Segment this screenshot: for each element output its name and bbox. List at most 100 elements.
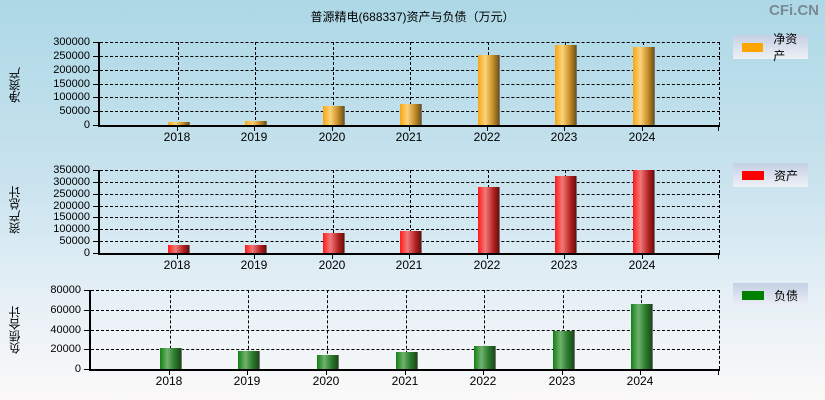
y-tick-mark [93, 253, 98, 254]
legend-liabilities[interactable]: 负债 [733, 283, 808, 307]
x-tick-mark [254, 126, 255, 131]
legend-swatch-icon [742, 290, 764, 300]
bar-2020[interactable] [323, 233, 344, 253]
x-tick-mark [254, 254, 255, 259]
y-tick-label: 150000 [53, 211, 90, 223]
bar-2023[interactable] [555, 45, 576, 125]
bar-2022[interactable] [478, 187, 499, 253]
x-tick-label: 2019 [240, 130, 268, 144]
x-tick-label: 2021 [391, 374, 419, 388]
bar-2024[interactable] [633, 170, 654, 253]
y-tick-mark [84, 349, 89, 350]
legend-assets[interactable]: 资产 [733, 163, 808, 187]
x-tick-mark [326, 370, 327, 375]
y-tick-label: 100000 [53, 223, 90, 235]
x-tick-mark [247, 370, 248, 375]
x-tick-label: 2018 [155, 374, 183, 388]
y-tick-label: 200000 [53, 200, 90, 212]
bar-2019[interactable] [245, 121, 266, 125]
y-tick-label: 200000 [53, 64, 90, 76]
x-tick-label: 2020 [312, 374, 340, 388]
x-tick-label: 2024 [628, 258, 656, 272]
plot-frame-right [719, 170, 720, 253]
x-tick-label: 2020 [318, 258, 346, 272]
y-tick-mark [84, 369, 89, 370]
bar-2023[interactable] [555, 176, 576, 253]
y-tick-label: 100000 [53, 91, 90, 103]
y-tick-label: 350000 [53, 164, 90, 176]
bar-2021[interactable] [400, 104, 421, 125]
chart-title: 普源精电(688337)资产与负债（万元） [310, 10, 515, 24]
gridline-vertical [484, 290, 485, 369]
bar-2019[interactable] [245, 245, 266, 253]
x-tick-label: 2024 [626, 374, 654, 388]
x-tick-label: 2024 [628, 130, 656, 144]
gridline-horizontal [91, 349, 720, 350]
plot-frame-top [91, 290, 720, 291]
y-tick-label: 80000 [50, 284, 81, 296]
x-tick-mark [564, 254, 565, 259]
x-tick-mark [640, 370, 641, 375]
y-tick-mark [93, 42, 98, 43]
y-tick-mark [93, 229, 98, 230]
x-tick-label: 2019 [233, 374, 261, 388]
x-tick-label: 2020 [318, 130, 346, 144]
bar-2021[interactable] [396, 352, 417, 369]
legend-label: 负债 [774, 288, 799, 303]
legend-net-assets[interactable]: 净资产 [733, 32, 808, 63]
x-tick-mark [487, 126, 488, 131]
gridline-vertical [327, 290, 328, 369]
x-tick-mark [564, 126, 565, 131]
gridline-horizontal [91, 330, 720, 331]
y-tick-mark [93, 241, 98, 242]
x-tick-mark [487, 254, 488, 259]
bar-2021[interactable] [400, 231, 421, 253]
gridline-vertical [410, 42, 411, 125]
bar-2022[interactable] [474, 346, 495, 369]
gridline-horizontal [91, 310, 720, 311]
bar-2022[interactable] [478, 55, 499, 125]
x-tick-mark [405, 370, 406, 375]
brand-logo: CFi.CN [769, 2, 819, 19]
gridline-vertical [255, 170, 256, 253]
y-tick-label: 250000 [53, 50, 90, 62]
y-tick-mark [93, 182, 98, 183]
bar-2020[interactable] [317, 355, 338, 369]
x-tick-label: 2021 [395, 130, 423, 144]
x-tick-label: 2022 [473, 258, 501, 272]
y-tick-mark [93, 206, 98, 207]
plot-total-liabilities [89, 290, 720, 371]
bar-2020[interactable] [323, 106, 344, 125]
x-tick-mark [332, 254, 333, 259]
bar-2024[interactable] [633, 47, 654, 125]
bar-2023[interactable] [553, 331, 574, 369]
x-tick-label: 2018 [163, 130, 191, 144]
y-tick-mark [93, 194, 98, 195]
bar-2019[interactable] [238, 351, 259, 369]
y-tick-mark [84, 330, 89, 331]
x-tick-label: 2023 [550, 130, 578, 144]
bar-2018[interactable] [160, 348, 181, 369]
gridline-vertical [410, 170, 411, 253]
y-tick-label: 300000 [53, 36, 90, 48]
bar-2018[interactable] [168, 245, 189, 253]
y-tick-label: 50000 [59, 105, 90, 117]
x-tick-mark [562, 370, 563, 375]
gridline-vertical [178, 42, 179, 125]
y-tick-label: 0 [74, 363, 81, 375]
gridline-vertical [248, 290, 249, 369]
y-tick-mark [84, 310, 89, 311]
y-tick-label: 0 [83, 247, 90, 259]
legend-swatch-icon [742, 170, 764, 180]
plot-frame-right [719, 42, 720, 125]
x-tick-mark [177, 126, 178, 131]
bar-2024[interactable] [631, 304, 652, 369]
x-tick-label: 2022 [469, 374, 497, 388]
y-tick-mark [93, 217, 98, 218]
x-tick-mark [718, 254, 719, 259]
y-tick-mark [84, 290, 89, 291]
y-tick-mark [93, 125, 98, 126]
bar-2018[interactable] [168, 122, 189, 125]
x-tick-label: 2023 [548, 374, 576, 388]
